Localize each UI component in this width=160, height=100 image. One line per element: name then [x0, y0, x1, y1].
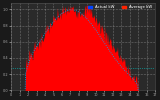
Legend: Actual kW, Average kW: Actual kW, Average kW	[88, 5, 153, 10]
